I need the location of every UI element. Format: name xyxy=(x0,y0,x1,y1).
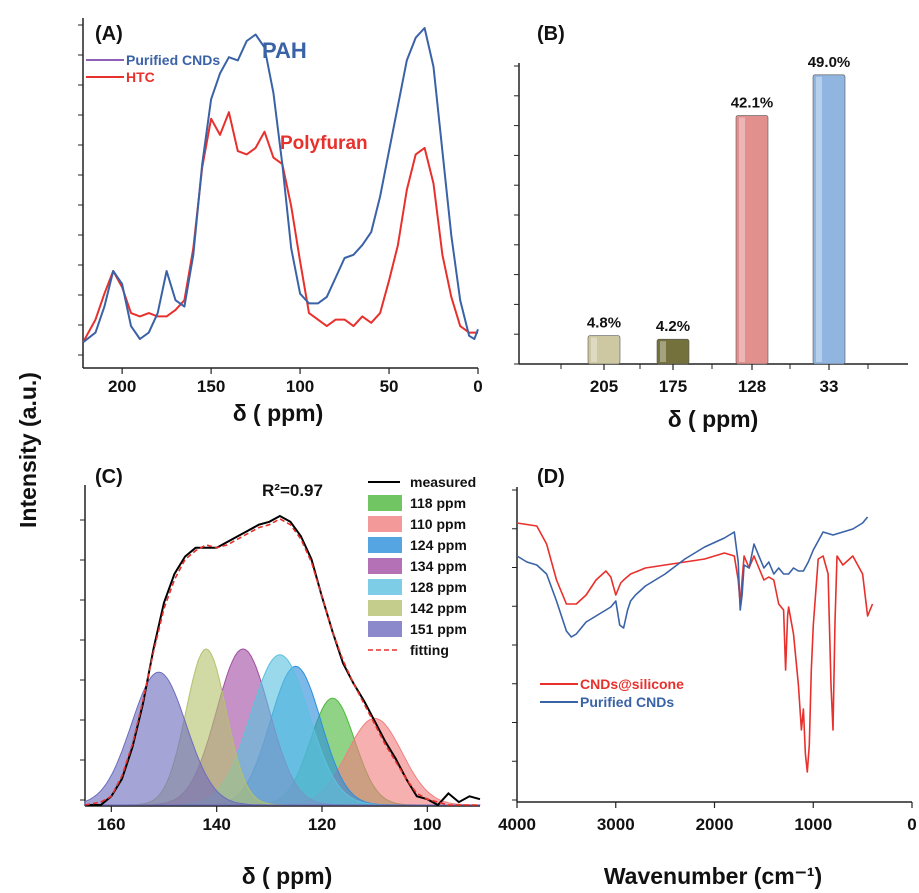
panel-c-component-151-ppm xyxy=(84,671,480,806)
panel-c-legend-swatch xyxy=(368,600,402,616)
panel-c-legend-swatch xyxy=(368,621,402,637)
panel-a-y-ticks xyxy=(78,24,83,356)
panel-c-x-ticks: 160 140 120 100 xyxy=(97,806,442,834)
panel-a-annotation-pah: PAH xyxy=(262,38,307,63)
panel-a-x-tick-label: 200 xyxy=(108,377,136,396)
panel-c-legend-swatch xyxy=(368,516,402,532)
panel-c-x-axis-title: δ ( ppm) xyxy=(242,863,333,889)
panel-b-bar-value-label: 49.0% xyxy=(808,54,851,71)
panel-a-x-tick-label: 0 xyxy=(473,377,482,396)
panel-c-x-tick-label: 100 xyxy=(413,815,441,834)
panel-a-letter: (A) xyxy=(95,23,123,45)
panel-c-letter: (C) xyxy=(95,466,123,488)
panel-b-x-axis-title: δ ( ppm) xyxy=(668,406,759,432)
panel-c-legend-label: fitting xyxy=(410,642,449,658)
panel-b-bar-value-label: 4.8% xyxy=(587,315,621,332)
panel-d-x-tick-label: 1000 xyxy=(794,815,832,834)
panel-d-letter: (D) xyxy=(537,466,565,488)
panel-c-legend: measured 118 ppm 110 ppm 124 ppm 134 ppm 128 … xyxy=(368,474,476,658)
panel-c-y-ticks xyxy=(80,519,85,801)
panel-b-y-ticks xyxy=(514,65,519,365)
panel-d-legend-purified: Purified CNDs xyxy=(580,694,674,710)
panel-a-legend-htc: HTC xyxy=(126,69,155,85)
panel-b-category-label: 128 xyxy=(738,377,766,396)
panel-c-legend-swatch xyxy=(368,558,402,574)
panel-d-lines xyxy=(516,516,874,773)
panel-d-x-tick-label: 2000 xyxy=(696,815,734,834)
panel-a-x-axis-title: δ ( ppm) xyxy=(233,400,324,426)
panel-b-bar-highlight xyxy=(816,76,822,362)
panel-b-category-label: 33 xyxy=(820,377,839,396)
panel-d-x-axis-title: Wavenumber (cm⁻¹) xyxy=(604,863,822,889)
panel-b-bar-highlight xyxy=(591,337,597,362)
panel-b: (B) 4.8% 205 4.2% 175 42.1% 128 49.0% 33 δ ( pp… xyxy=(514,23,908,432)
panel-c-legend-swatch xyxy=(368,495,402,511)
panel-a-x-tick-label: 150 xyxy=(197,377,225,396)
shared-y-axis-label: Intensity (a.u.) xyxy=(15,372,41,528)
panel-a-x-tick-label: 50 xyxy=(380,377,399,396)
panel-c-lines xyxy=(84,514,481,807)
panel-b-bars: 4.8% 205 4.2% 175 42.1% 128 49.0% 33 xyxy=(560,54,869,396)
panel-b-letter: (B) xyxy=(537,23,565,45)
panel-d-line-purified-cnds xyxy=(516,516,869,638)
panel-a-lines xyxy=(82,27,479,344)
panel-a-x-ticks: 200 150 100 50 0 xyxy=(108,368,483,396)
panel-b-bar-highlight xyxy=(739,117,745,362)
panel-c: (C) 160 140 120 100 measured 118 ppm 110 ppm 1… xyxy=(80,466,481,889)
panel-b-category-label: 175 xyxy=(659,377,687,396)
panel-b-bar-highlight xyxy=(660,341,666,362)
panel-a: (A) 200 150 100 50 0 δ ( ppm) Purified CNDs … xyxy=(78,18,483,426)
panel-c-legend-label: 151 ppm xyxy=(410,621,467,637)
panel-d-x-ticks: 4000 3000 2000 1000 0 xyxy=(498,802,917,834)
panel-c-legend-label: measured xyxy=(410,474,476,490)
panel-b-bar-value-label: 4.2% xyxy=(656,318,690,335)
panel-d-x-tick-label: 4000 xyxy=(498,815,536,834)
panel-d-legend-silicone: CNDs@silicone xyxy=(580,676,684,692)
panel-d-x-tick-label: 3000 xyxy=(597,815,635,834)
panel-a-annotation-polyfuran: Polyfuran xyxy=(280,133,368,154)
panel-c-x-tick-label: 160 xyxy=(97,815,125,834)
panel-c-component-areas xyxy=(84,648,481,806)
panel-c-legend-swatch xyxy=(368,579,402,595)
panel-c-line-measured xyxy=(85,514,481,807)
panel-a-line-purified-cnds xyxy=(82,27,479,344)
panel-c-x-tick-label: 140 xyxy=(202,815,230,834)
panel-d-y-ticks xyxy=(512,489,517,801)
panel-d-line-cnds-silicone xyxy=(516,522,874,773)
panel-c-legend-label: 118 ppm xyxy=(410,495,466,511)
panel-c-legend-label: 134 ppm xyxy=(410,558,467,574)
panel-a-legend-purified: Purified CNDs xyxy=(126,52,220,68)
panel-c-line-fitting xyxy=(84,517,480,806)
panel-c-legend-label: 110 ppm xyxy=(410,516,466,532)
panel-c-legend-label: 142 ppm xyxy=(410,600,467,616)
panel-c-x-tick-label: 120 xyxy=(308,815,336,834)
panel-d: (D) 4000 3000 2000 1000 0 CNDs@silicone Puri… xyxy=(498,466,917,889)
panel-c-legend-label: 124 ppm xyxy=(410,537,467,553)
panel-c-legend-swatch xyxy=(368,537,402,553)
panel-a-x-tick-label: 100 xyxy=(286,377,314,396)
panel-c-r2-annotation: R²=0.97 xyxy=(262,481,323,500)
panel-b-category-label: 205 xyxy=(590,377,618,396)
panel-d-x-tick-label: 0 xyxy=(907,815,916,834)
panel-b-bar-value-label: 42.1% xyxy=(731,95,774,112)
panel-c-legend-label: 128 ppm xyxy=(410,579,467,595)
